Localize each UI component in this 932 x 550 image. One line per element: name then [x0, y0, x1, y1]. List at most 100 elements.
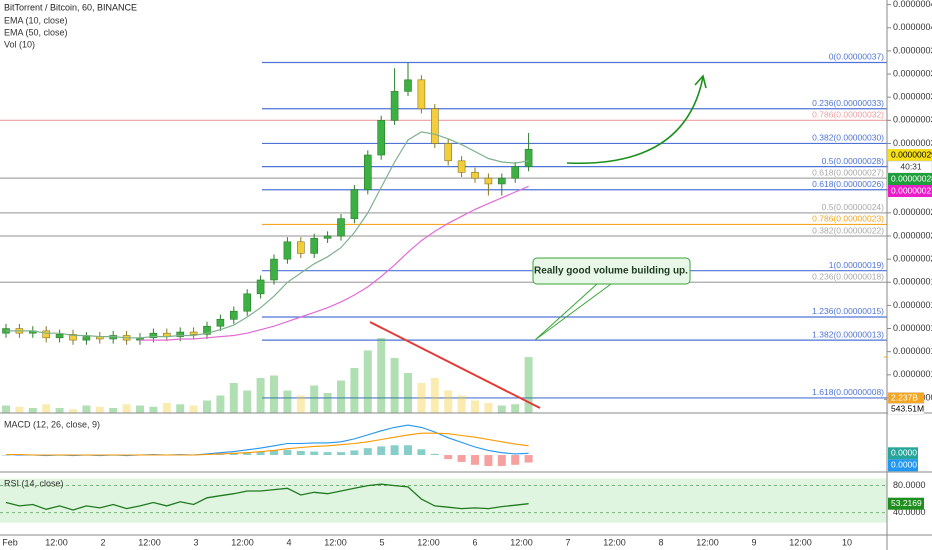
volume-bar	[296, 395, 305, 413]
fib-label: 1.382(0.00000013)	[812, 329, 884, 339]
countdown: 40:31	[900, 161, 922, 171]
candle-body	[310, 238, 319, 254]
fib-label: 0.618(0.00000027)	[812, 167, 884, 177]
macd-line	[6, 432, 529, 456]
rsi-tag	[888, 497, 924, 510]
x-tick-label: 9	[751, 537, 756, 547]
forecast-arrow	[566, 76, 704, 165]
chart-title: BitTorrent / Bitcoin, 60, BINANCE	[4, 2, 137, 12]
candle-body	[283, 241, 292, 260]
candle-body	[323, 235, 332, 239]
macd-histogram-bar	[417, 449, 426, 456]
x-tick-label: Feb	[2, 537, 18, 547]
callout-box	[532, 257, 691, 285]
rsi-line	[5, 483, 529, 511]
fib-label: 0.786(0.00000032)	[812, 110, 884, 120]
fib-label: 1.618(0.00000008)	[812, 387, 884, 397]
volume-bar	[216, 395, 225, 413]
volume-bar	[444, 390, 453, 413]
macd-histogram-bar	[270, 450, 278, 456]
trend-line	[369, 321, 541, 409]
volume-bar	[417, 383, 426, 413]
macd-histogram-bar	[310, 451, 319, 456]
y-tick-label: 0.00000022	[893, 230, 932, 240]
volume-bar	[189, 405, 198, 413]
candle-body	[444, 143, 453, 162]
volume-bar	[15, 406, 24, 413]
x-tick-label: 12:00	[510, 537, 533, 547]
candle-body	[457, 160, 466, 173]
volume-bar	[430, 378, 439, 413]
volume-tag	[887, 403, 925, 415]
fib-label: 1.236(0.00000015)	[812, 306, 884, 316]
volume-bar	[323, 393, 332, 413]
ema-line	[140, 185, 529, 341]
macd-tag	[888, 447, 918, 460]
candle-body	[176, 331, 184, 337]
x-tick-label: 4	[286, 537, 291, 547]
x-tick-label: 2	[100, 537, 105, 547]
y-tick-label: 0.00000024	[893, 207, 932, 217]
candle-body	[55, 334, 64, 339]
volume-bar	[484, 403, 493, 413]
volume-bar	[256, 378, 265, 413]
fib-label: 0.786(0.00000023)	[812, 214, 884, 224]
y-tick-label: 0.00000012	[893, 346, 932, 356]
candle-body	[430, 108, 439, 144]
macd-histogram-bar	[390, 445, 399, 456]
x-tick-label: 12:00	[231, 537, 254, 547]
indicator-label: EMA (50, close)	[4, 27, 68, 37]
fib-label: 0.382(0.00000022)	[812, 225, 884, 235]
y-tick-label: 0.00000014	[893, 323, 932, 333]
macd-histogram-bar	[243, 452, 252, 456]
candle-body	[404, 79, 412, 92]
fib-label: 0.236(0.00000018)	[812, 272, 884, 282]
macd-histogram-bar	[457, 455, 466, 462]
macd-histogram-bar	[256, 451, 265, 456]
candle-body	[511, 166, 520, 179]
x-tick-label: 12:00	[789, 537, 812, 547]
volume-bar	[28, 408, 37, 413]
volume-bar	[457, 395, 466, 413]
macd-histogram-bar	[404, 445, 412, 456]
volume-bar	[377, 338, 386, 413]
macd-histogram-bar	[2, 455, 10, 456]
macd-histogram-bar	[363, 448, 372, 456]
y-tick-label: 0.00000034	[893, 92, 932, 102]
candle-body	[270, 258, 278, 281]
indicator-label: Vol (10)	[4, 39, 35, 49]
macd-histogram-bar	[350, 450, 359, 456]
macd-histogram-bar	[283, 449, 292, 456]
candle-body	[350, 189, 359, 219]
x-tick-label: 5	[379, 537, 384, 547]
fib-label: 0.5(0.00000024)	[822, 202, 885, 212]
y-tick-label: 0.00000036	[893, 68, 932, 78]
candle-body	[497, 177, 506, 185]
fib-label: 0(0.00000037)	[829, 52, 884, 62]
indicator-label: EMA (10, close)	[4, 15, 68, 25]
volume-tag-label: 2.237B	[891, 392, 918, 402]
x-tick-label: 12:00	[696, 537, 719, 547]
volume-bar	[203, 400, 211, 413]
candle-body	[363, 154, 372, 191]
y-tick-label: 0.00000032	[893, 115, 932, 125]
y-tick-label: 0.00000016	[893, 300, 932, 310]
macd-histogram-bar	[471, 455, 479, 465]
x-tick-label: 12:00	[138, 537, 161, 547]
y-tick-label: 0.00000018	[893, 277, 932, 287]
fib-label: 0.5(0.00000028)	[822, 156, 885, 166]
volume-bar	[390, 358, 399, 413]
macd-histogram-bar	[323, 452, 332, 456]
volume-bar	[337, 380, 345, 413]
volume-bar	[69, 409, 77, 413]
macd-tag-label: 0.0000	[891, 448, 917, 458]
volume-bar	[524, 357, 533, 413]
y-tick-label: 0.00000020	[893, 254, 932, 264]
x-tick-label: 10	[842, 537, 852, 547]
candle-body	[243, 293, 251, 312]
price-tag	[888, 149, 932, 162]
candle-body	[296, 241, 305, 254]
macd-histogram-bar	[216, 453, 225, 456]
